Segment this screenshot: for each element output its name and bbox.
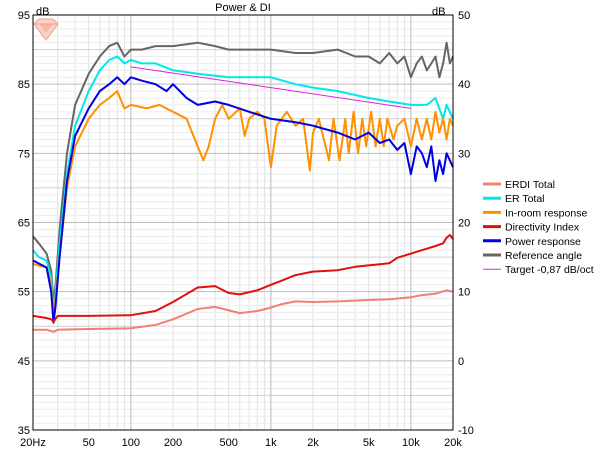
y-tick-label-left: 85 bbox=[18, 79, 30, 91]
legend-entry: Directivity Index bbox=[505, 222, 580, 234]
y-tick-label-left: 35 bbox=[18, 425, 30, 437]
x-tick-label: 20k bbox=[444, 437, 462, 449]
y-tick-label-left: 45 bbox=[18, 356, 30, 368]
series-line-5 bbox=[32, 41, 454, 303]
y-tick-label-right: 30 bbox=[458, 148, 470, 160]
y-tick-label-right: 50 bbox=[458, 10, 470, 22]
y-axis-left-ticks: 95 85 75 65 55 45 35 bbox=[18, 10, 30, 437]
x-tick-label: 100 bbox=[122, 437, 140, 449]
x-tick-label: 5k bbox=[363, 437, 375, 449]
x-tick-label: 2k bbox=[307, 437, 319, 449]
x-tick-label: 1k bbox=[265, 437, 277, 449]
series-line-4 bbox=[32, 76, 454, 324]
y-tick-label-right: -10 bbox=[458, 425, 474, 437]
x-tick-label: 200 bbox=[164, 437, 182, 449]
plot-frame bbox=[32, 14, 454, 431]
series-line-2 bbox=[32, 90, 454, 321]
right-axis-unit: dB bbox=[432, 6, 445, 18]
y-tick-label-left: 55 bbox=[18, 287, 30, 299]
legend-entry: ER Total bbox=[505, 193, 545, 205]
y-tick-label-right: 10 bbox=[458, 287, 470, 299]
y-tick-label-left: 65 bbox=[18, 218, 30, 230]
y-tick-label-right: 20 bbox=[458, 218, 470, 230]
x-tick-label: 10k bbox=[402, 437, 420, 449]
chart-title: Power & DI bbox=[215, 2, 271, 14]
legend-entry: Power response bbox=[505, 236, 581, 248]
left-axis-unit: dB bbox=[36, 6, 49, 18]
y-tick-label-left: 95 bbox=[18, 10, 30, 22]
legend-entry: In-room response bbox=[505, 207, 587, 219]
series-line-6 bbox=[130, 66, 411, 109]
x-tick-label: 50 bbox=[83, 437, 95, 449]
watermark-logo-icon bbox=[33, 18, 59, 41]
x-axis-ticks: 20Hz 50 100 200 500 1k 2k 5k 10k 20k bbox=[20, 437, 462, 449]
x-tick-label: 500 bbox=[220, 437, 238, 449]
legend-entry: Target -0,87 dB/oct bbox=[505, 264, 594, 276]
legend: ERDI Total ER Total In-room response Direct… bbox=[483, 179, 594, 276]
x-tick-label: 20Hz bbox=[20, 437, 46, 449]
legend-entry: ERDI Total bbox=[505, 179, 555, 191]
series-layer bbox=[32, 41, 454, 333]
legend-entry: Reference angle bbox=[505, 250, 582, 262]
series-line-3 bbox=[32, 234, 454, 324]
y-tick-label-right: 40 bbox=[458, 79, 470, 91]
series-line-0 bbox=[33, 289, 454, 333]
y-tick-label-left: 75 bbox=[18, 148, 30, 160]
y-axis-right-ticks: 50 40 30 20 10 0 -10 bbox=[458, 10, 474, 437]
y-tick-label-right: 0 bbox=[458, 356, 464, 368]
